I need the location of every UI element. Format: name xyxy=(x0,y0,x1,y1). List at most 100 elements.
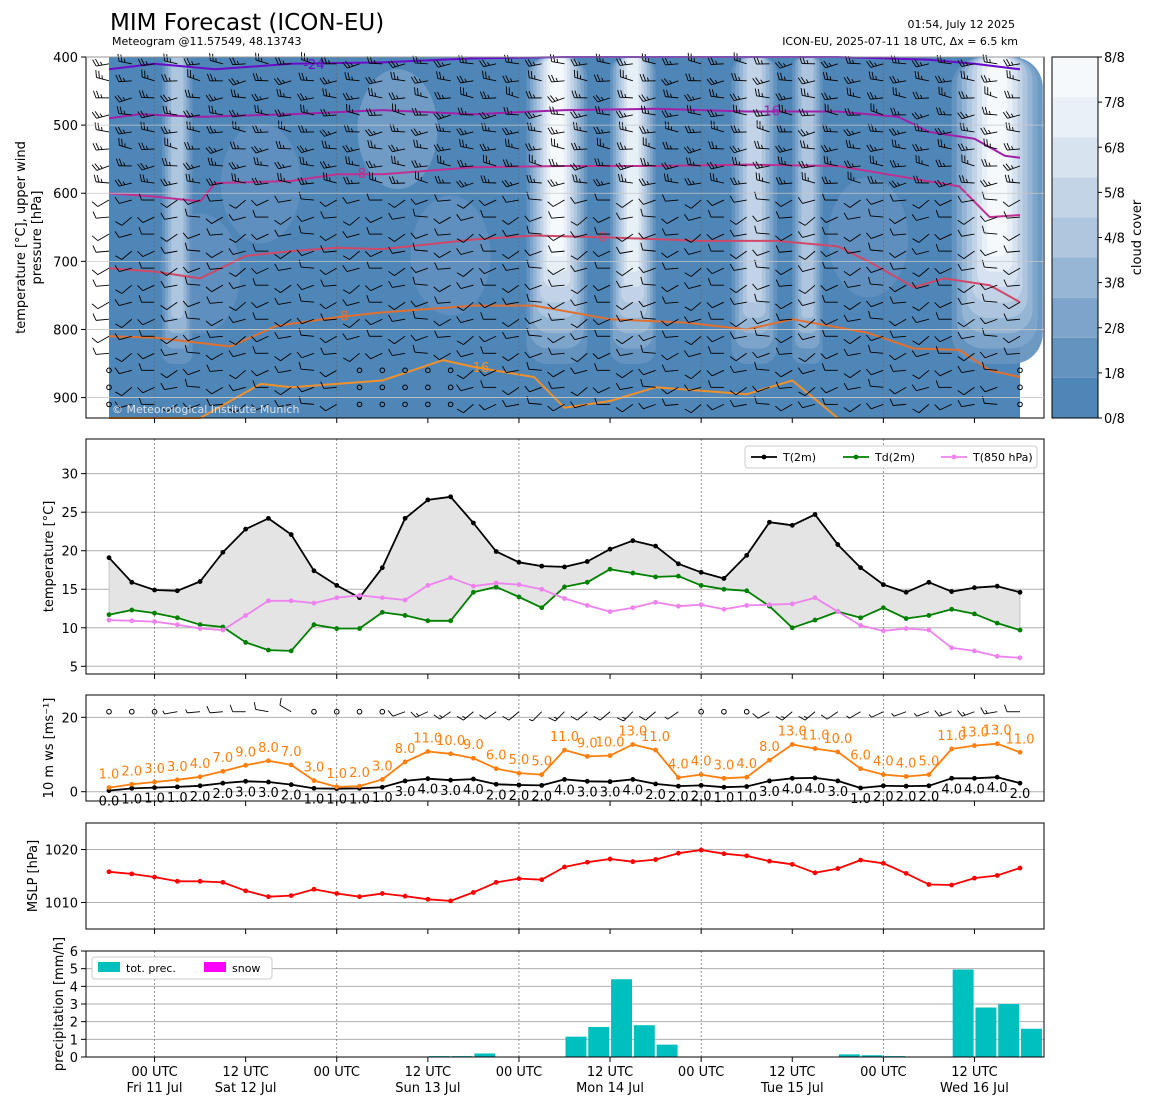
upper-wind-barb xyxy=(616,142,633,150)
upper-wind-barb xyxy=(433,352,451,361)
upper-wind-barb xyxy=(957,318,975,328)
upper-wind-barb-feather xyxy=(731,72,735,81)
upper-wind-barb-feather xyxy=(296,385,303,393)
upper-wind-barb-feather-half xyxy=(578,145,581,150)
surface-wind-barb xyxy=(229,704,246,713)
upper-wind-barb-feather xyxy=(798,323,806,328)
upper-wind-barb xyxy=(253,157,269,167)
upper-wind-barb-feather xyxy=(184,142,188,150)
upper-wind-barb xyxy=(615,233,634,242)
upper-wind-barb xyxy=(890,107,907,116)
upper-wind-barb-feather xyxy=(115,391,123,397)
upper-wind-barb-feather xyxy=(888,181,895,188)
surface-wind-barb-staff xyxy=(893,711,907,717)
data-label: 3.0 xyxy=(440,784,461,799)
upper-wind-barb xyxy=(205,216,224,224)
upper-wind-barb xyxy=(1006,70,1021,82)
upper-wind-barb-staff xyxy=(483,161,497,167)
upper-wind-barb-feather xyxy=(594,397,598,405)
upper-wind-barb-staff xyxy=(96,216,110,219)
upper-wind-barb-feather xyxy=(437,175,442,184)
upper-wind-barb xyxy=(570,110,588,119)
upper-wind-barb-staff xyxy=(984,232,998,235)
upper-wind-barb-staff xyxy=(1007,352,1021,355)
upper-wind-barb-feather xyxy=(252,73,256,81)
upper-wind-barb-feather xyxy=(843,270,851,276)
upper-wind-barb-feather xyxy=(388,304,395,311)
upper-wind-barb-feather-half xyxy=(465,143,467,148)
upper-wind-barb-feather xyxy=(570,333,576,340)
upper-wind-barb-staff xyxy=(142,352,155,360)
data-label: 2.0 xyxy=(919,790,940,805)
upper-wind-barb-feather xyxy=(892,159,897,168)
upper-wind-barb-staff xyxy=(642,283,656,286)
upper-wind-barb xyxy=(480,312,497,320)
upper-wind-barb-staff xyxy=(325,335,337,344)
upper-wind-barb-feather xyxy=(274,229,279,237)
upper-wind-barb-staff xyxy=(802,403,816,409)
upper-wind-barb-feather xyxy=(869,144,874,152)
upper-wind-barb-feather-half xyxy=(737,128,741,133)
upper-wind-barb-staff xyxy=(984,352,998,359)
upper-wind-barb-staff xyxy=(825,250,838,258)
upper-wind-barb-feather xyxy=(665,141,669,150)
data-label: 2.0 xyxy=(486,788,507,803)
upper-wind-barb-feather xyxy=(252,243,256,252)
upper-wind-barb-feather xyxy=(547,180,553,187)
upper-wind-barb-calm xyxy=(402,401,408,408)
upper-wind-barb xyxy=(797,265,816,272)
upper-wind-barb-feather xyxy=(935,380,940,388)
upper-wind-barb-feather-half xyxy=(145,113,149,117)
upper-wind-barb-staff xyxy=(280,386,292,396)
upper-wind-barb-staff xyxy=(894,386,907,395)
upper-wind-barb-staff xyxy=(187,199,201,205)
upper-wind-barb-feather xyxy=(731,156,735,165)
upper-wind-barb xyxy=(274,297,292,305)
upper-wind-barb xyxy=(433,216,451,224)
upper-wind-barb xyxy=(160,314,178,322)
upper-wind-barb-feather xyxy=(433,286,440,293)
data-label: 4.0 xyxy=(463,783,484,798)
upper-wind-barb xyxy=(957,331,975,339)
upper-wind-barb xyxy=(938,86,952,99)
upper-wind-barb-staff xyxy=(505,80,520,83)
upper-wind-barb xyxy=(182,300,201,308)
upper-wind-barb-feather xyxy=(301,72,305,81)
upper-wind-barb xyxy=(820,216,838,223)
upper-wind-barb xyxy=(706,335,725,343)
upper-wind-barb-feather xyxy=(342,221,350,226)
upper-wind-barb-feather xyxy=(391,155,393,164)
upper-wind-barb-feather-half xyxy=(782,63,787,67)
upper-wind-barb-feather xyxy=(319,269,326,275)
upper-wind-barb-feather xyxy=(821,397,826,405)
upper-wind-barb-feather xyxy=(757,88,761,97)
upper-wind-barb-staff xyxy=(529,250,542,256)
upper-wind-barb-staff xyxy=(1007,129,1021,133)
upper-wind-barb-feather xyxy=(934,128,940,136)
upper-wind-barb xyxy=(480,278,497,286)
upper-wind-barb-feather-half xyxy=(942,162,946,167)
surface-wind-barb xyxy=(479,711,497,720)
upper-wind-barb xyxy=(368,87,383,99)
upper-wind-barb-staff xyxy=(870,351,884,354)
upper-wind-barb xyxy=(570,299,588,307)
upper-wind-barb-feather xyxy=(326,172,328,181)
upper-air-ylabel-line: temperature [°C], upper wind xyxy=(14,141,29,334)
data-point xyxy=(220,879,226,885)
upper-wind-barb-feather xyxy=(868,276,871,285)
upper-wind-barb xyxy=(160,348,178,356)
upper-wind-barb xyxy=(730,177,747,186)
upper-wind-barb-staff xyxy=(460,386,474,392)
upper-wind-barb-staff xyxy=(643,199,656,205)
upper-wind-barb-feather xyxy=(869,155,872,163)
upper-wind-barb-staff xyxy=(300,232,315,235)
upper-wind-barb xyxy=(501,352,520,362)
data-label: 10.0 xyxy=(436,734,465,749)
upper-wind-barb-staff xyxy=(528,129,542,133)
upper-wind-barb-staff xyxy=(347,63,360,69)
upper-wind-barb-staff xyxy=(918,335,930,345)
upper-wind-barb-feather-half xyxy=(395,147,399,151)
upper-wind-barb xyxy=(319,403,337,412)
upper-wind-barb-feather-half xyxy=(783,180,786,184)
upper-wind-barb xyxy=(820,144,838,153)
